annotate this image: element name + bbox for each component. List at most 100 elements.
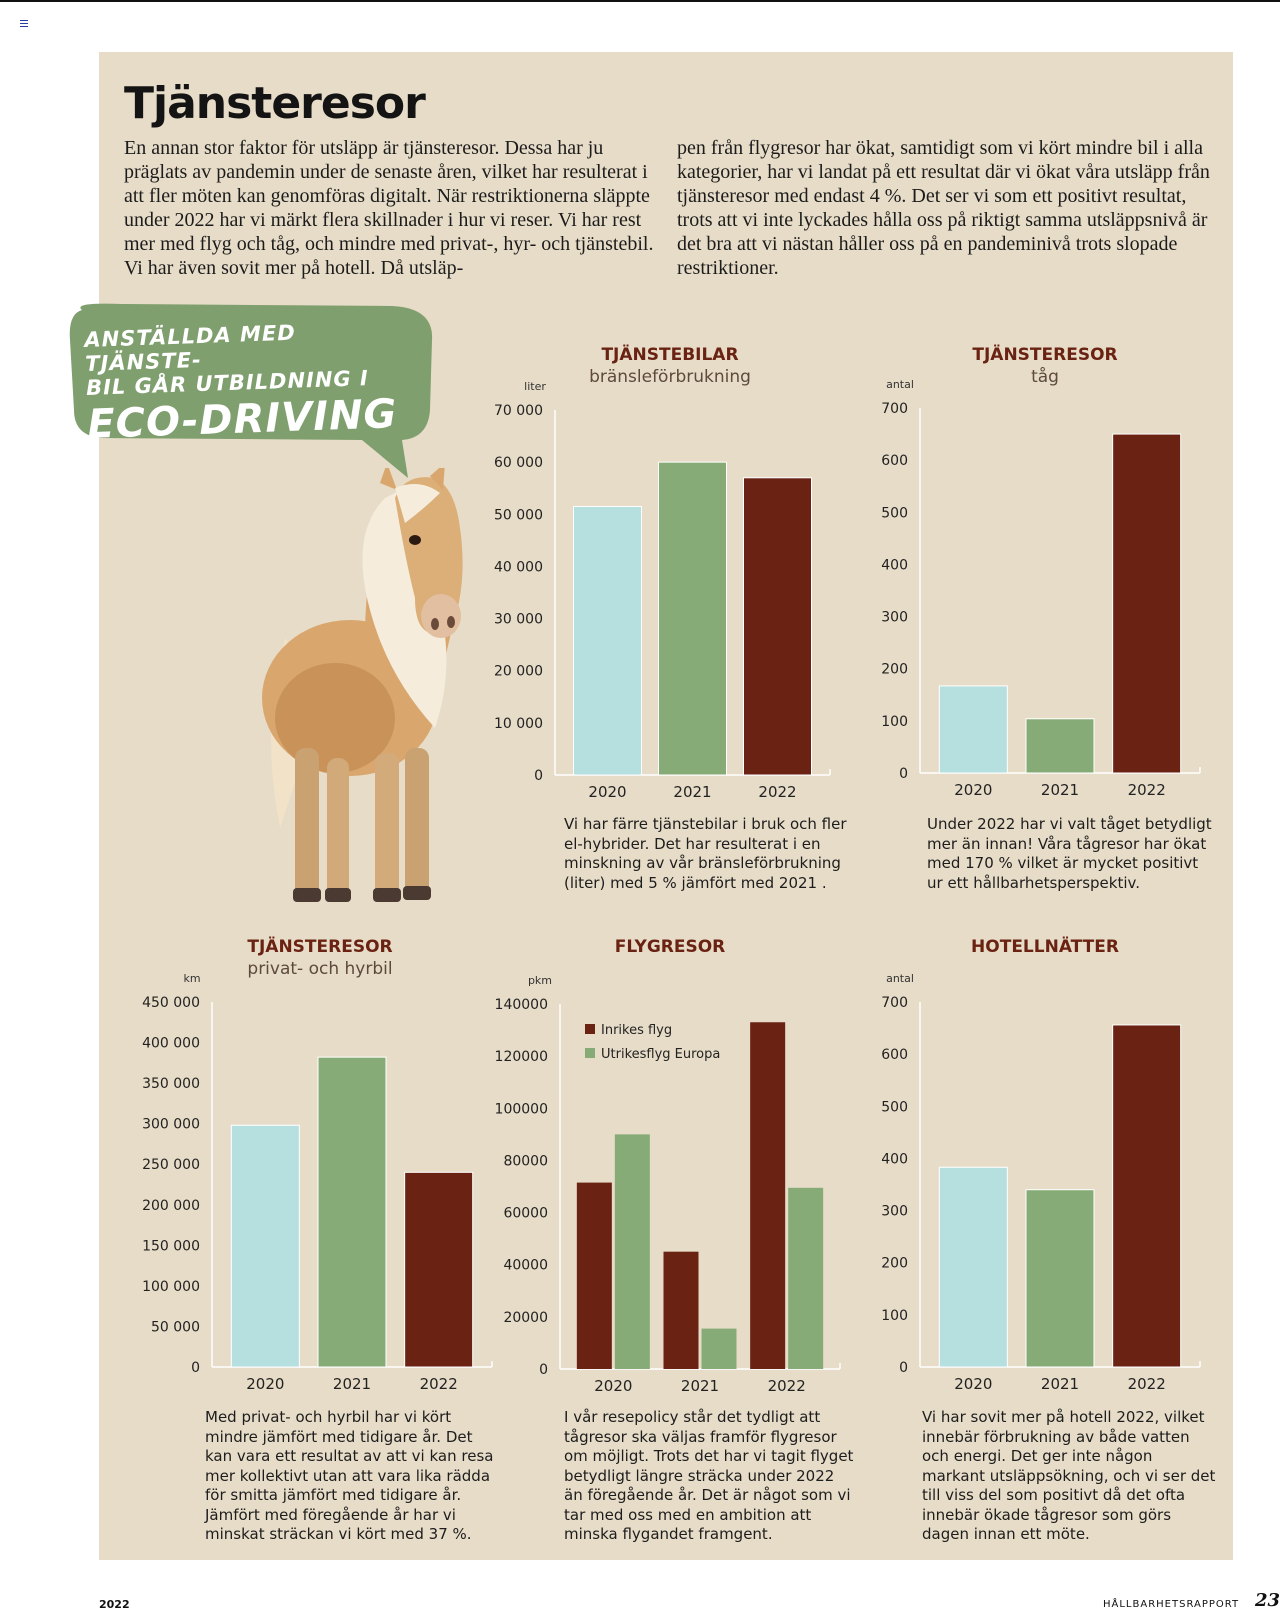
y-tick-label: 300 <box>881 1204 908 1220</box>
y-tick-label: 60000 <box>503 1206 548 1222</box>
y-tick-label: 0 <box>899 1360 908 1376</box>
y-tick-label: 700 <box>881 995 908 1011</box>
x-tick-label: 2022 <box>420 1375 458 1393</box>
bar-2020 <box>230 1124 300 1368</box>
y-tick-label: 30 000 <box>494 612 543 628</box>
y-tick-label: 150 000 <box>142 1238 200 1254</box>
bar-2020 <box>938 1166 1008 1368</box>
bar-2022 <box>743 477 812 776</box>
y-tick-label: 0 <box>191 1360 200 1376</box>
axis-unit-label: antal <box>886 378 914 391</box>
y-tick-label: 0 <box>899 766 908 782</box>
y-tick-label: 200 000 <box>142 1198 200 1214</box>
y-tick-label: 0 <box>534 768 543 784</box>
footer-year: 2022 <box>99 1598 130 1611</box>
chart-plot: liter 0 10 000 20 000 30 000 40 000 50 000 60 0… <box>494 380 831 801</box>
y-tick-label: 100 <box>881 714 908 730</box>
y-tick-label: 20 000 <box>494 664 543 680</box>
y-tick-label: 50 000 <box>151 1319 200 1335</box>
y-tick-label: 50 000 <box>494 507 543 523</box>
y-tick-label: 40000 <box>503 1258 548 1274</box>
bar-2021 <box>1025 718 1095 774</box>
legend-swatch <box>585 1048 595 1058</box>
bar-2021 <box>317 1056 387 1368</box>
chart-plot: antal 0 100 200 300 400 500 600 700 2020 2021 2022 <box>881 972 1201 1393</box>
x-tick-label: 2020 <box>588 783 626 801</box>
y-tick-label: 300 <box>881 610 908 626</box>
bar-2020 <box>573 505 642 776</box>
y-tick-label: 600 <box>881 453 908 469</box>
y-tick-label: 200 <box>881 662 908 678</box>
bar-2022 <box>404 1171 474 1368</box>
page-number: 23 <box>1255 1590 1280 1611</box>
caption-hotell: Vi har sovit mer på hotell 2022, vilket … <box>922 1408 1216 1543</box>
caption-privatbil: Med privat- och hyrbil har vi kört mindr… <box>205 1408 494 1543</box>
y-tick-label: 200 <box>881 1256 908 1272</box>
chart-title: TJÄNSTEBILAR <box>601 345 739 365</box>
y-tick-label: 10 000 <box>494 716 543 732</box>
caption-tjanstebilar: Vi har färre tjänstebilar i bruk och fle… <box>564 815 847 892</box>
y-tick-label: 20000 <box>503 1310 548 1326</box>
y-tick-label: 140000 <box>495 997 548 1013</box>
x-tick-label: 2021 <box>673 783 711 801</box>
y-tick-label: 250 000 <box>142 1157 200 1173</box>
chart-title: FLYGRESOR <box>614 937 726 957</box>
chart-plot: pkm 0 20000 40000 60000 80000 100000 120000 1400… <box>495 974 841 1395</box>
y-tick-label: 400 000 <box>142 1036 200 1052</box>
x-tick-label: 2022 <box>1128 1375 1166 1393</box>
menu-icon[interactable] <box>20 20 28 27</box>
x-tick-label: 2021 <box>1041 781 1079 799</box>
axis-unit-label: liter <box>524 380 546 393</box>
y-tick-label: 70 000 <box>494 403 543 419</box>
page-title: Tjänsteresor <box>124 78 426 129</box>
chart-privatbil: TJÄNSTERESOR privat- och hyrbil km 0 50 00… <box>140 932 500 1402</box>
y-tick-label: 0 <box>539 1362 548 1378</box>
bar-2021-series-1 <box>701 1328 737 1369</box>
chart-hotell: HOTELLNÄTTER antal 0 100 200 300 400 500 600 700… <box>870 932 1220 1402</box>
speech-bubble <box>69 303 433 478</box>
y-tick-label: 60 000 <box>494 455 543 471</box>
caption-tag: Under 2022 har vi valt tåget betydligt m… <box>927 815 1212 892</box>
axis-unit-label: antal <box>886 972 914 985</box>
y-tick-label: 100 <box>881 1308 908 1324</box>
x-tick-label: 2022 <box>768 1377 806 1395</box>
axis-unit-label: km <box>183 972 200 985</box>
bar-2022 <box>1112 433 1182 774</box>
y-tick-label: 40 000 <box>494 559 543 575</box>
intro-column-2: pen från flygresor har ökat, samtidigt s… <box>677 137 1210 279</box>
x-tick-label: 2020 <box>246 1375 284 1393</box>
legend-swatch <box>585 1024 595 1034</box>
x-tick-label: 2022 <box>1128 781 1166 799</box>
x-tick-label: 2021 <box>1041 1375 1079 1393</box>
bar-2021-series-0 <box>663 1251 699 1369</box>
bar-2020-series-1 <box>614 1134 650 1369</box>
y-tick-label: 500 <box>881 505 908 521</box>
x-tick-label: 2021 <box>333 1375 371 1393</box>
y-tick-label: 120000 <box>495 1049 548 1065</box>
x-tick-label: 2022 <box>758 783 796 801</box>
y-tick-label: 700 <box>881 401 908 417</box>
chart-title: TJÄNSTERESOR <box>247 937 393 957</box>
top-border-line <box>0 0 1280 2</box>
y-tick-label: 600 <box>881 1047 908 1063</box>
y-tick-label: 400 <box>881 1151 908 1167</box>
bar-2020-series-0 <box>576 1182 612 1369</box>
x-tick-label: 2020 <box>954 1375 992 1393</box>
x-tick-label: 2020 <box>594 1377 632 1395</box>
chart-subtitle: privat- och hyrbil <box>247 959 393 979</box>
intro-column-1: En annan stor faktor för utsläpp är tjän… <box>124 137 654 279</box>
y-tick-label: 400 <box>881 557 908 573</box>
axis-unit-label: pkm <box>528 974 552 987</box>
x-tick-label: 2020 <box>954 781 992 799</box>
chart-title: TJÄNSTERESOR <box>972 345 1118 365</box>
chart-title: HOTELLNÄTTER <box>971 937 1119 957</box>
y-tick-label: 100 000 <box>142 1279 200 1295</box>
y-tick-label: 100000 <box>495 1101 548 1117</box>
pony-image <box>262 468 463 902</box>
legend-label: Inrikes flyg <box>601 1023 672 1038</box>
y-tick-label: 500 <box>881 1099 908 1115</box>
y-tick-label: 80000 <box>503 1153 548 1169</box>
bar-2021 <box>1025 1189 1095 1368</box>
caption-flygresor: I vår resepolicy står det tydligt att tå… <box>564 1408 854 1543</box>
chart-subtitle: tåg <box>1031 367 1059 387</box>
